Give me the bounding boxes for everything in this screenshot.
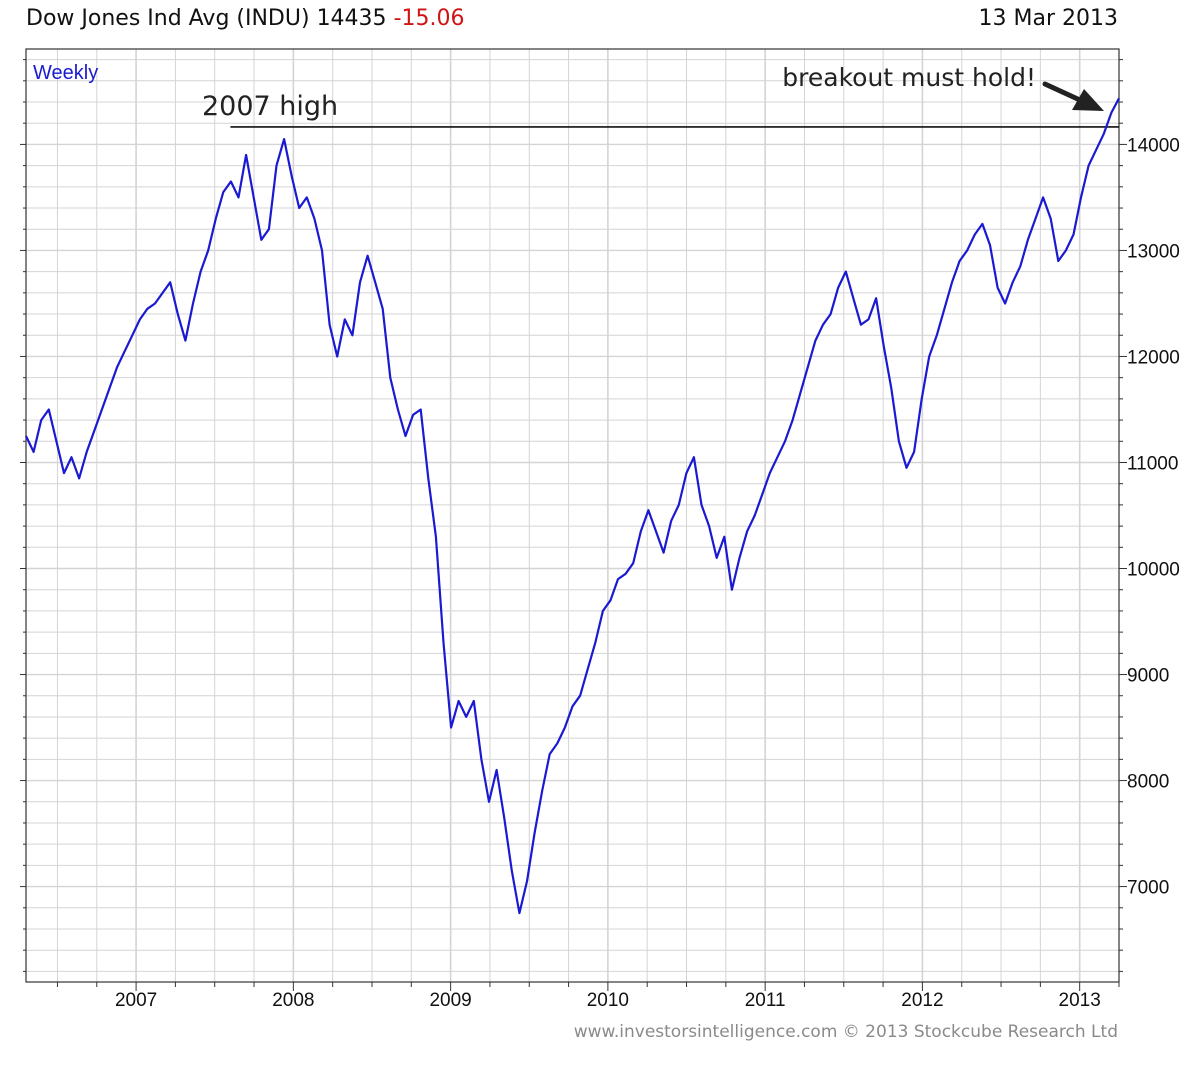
horizontal-gridlines — [26, 59, 1119, 972]
x-tick-label: 2010 — [587, 990, 629, 1011]
footer-credit: www.investorsintelligence.com © 2013 Sto… — [573, 1022, 1118, 1042]
price-change: -15.06 — [393, 6, 465, 31]
x-tick-label: 2013 — [1059, 990, 1101, 1011]
y-tick-label: 11000 — [1127, 453, 1178, 474]
y-tick-label: 12000 — [1127, 347, 1180, 368]
chart-subtitle: Weekly — [33, 62, 98, 84]
arrow-head — [1072, 89, 1104, 111]
x-tick-label: 2009 — [429, 990, 471, 1011]
x-axis-tick-labels: 2007 2008 2009 2010 2011 2012 2013 — [115, 990, 1101, 1011]
y-tick-label: 10000 — [1127, 560, 1180, 581]
y-tick-label: 14000 — [1127, 135, 1180, 156]
y-tick-label: 8000 — [1127, 772, 1169, 793]
arrow-shaft — [1042, 81, 1085, 104]
series-line — [25, 97, 1120, 915]
x-tick-label: 2011 — [745, 990, 786, 1011]
y-axis-tick-labels: 7000 8000 9000 10000 11000 12000 13000 14000 — [1127, 135, 1180, 898]
chart-date: 13 Mar 2013 — [978, 6, 1118, 31]
arrow-annotation — [1042, 81, 1104, 111]
price-series — [25, 97, 1120, 915]
y-tick-label: 7000 — [1127, 878, 1169, 899]
x-tick-label: 2008 — [272, 990, 314, 1011]
ticker-title: Dow Jones Ind Avg (INDU) — [26, 6, 310, 31]
vertical-gridlines — [56, 49, 1120, 982]
breakout-label: breakout must hold! — [782, 63, 1036, 92]
2007-high-label: 2007 high — [202, 91, 338, 122]
y-axis-ticks — [20, 59, 1127, 972]
x-tick-label: 2007 — [115, 990, 157, 1011]
last-price: 14435 — [316, 6, 387, 31]
y-tick-label: 13000 — [1127, 241, 1180, 262]
x-axis-ticks — [56, 982, 1120, 991]
x-tick-label: 2012 — [901, 990, 943, 1011]
y-tick-label: 9000 — [1127, 666, 1169, 687]
chart-header-title: Dow Jones Ind Avg (INDU) 14435 -15.06 — [26, 6, 464, 31]
plot-frame — [25, 48, 1120, 983]
